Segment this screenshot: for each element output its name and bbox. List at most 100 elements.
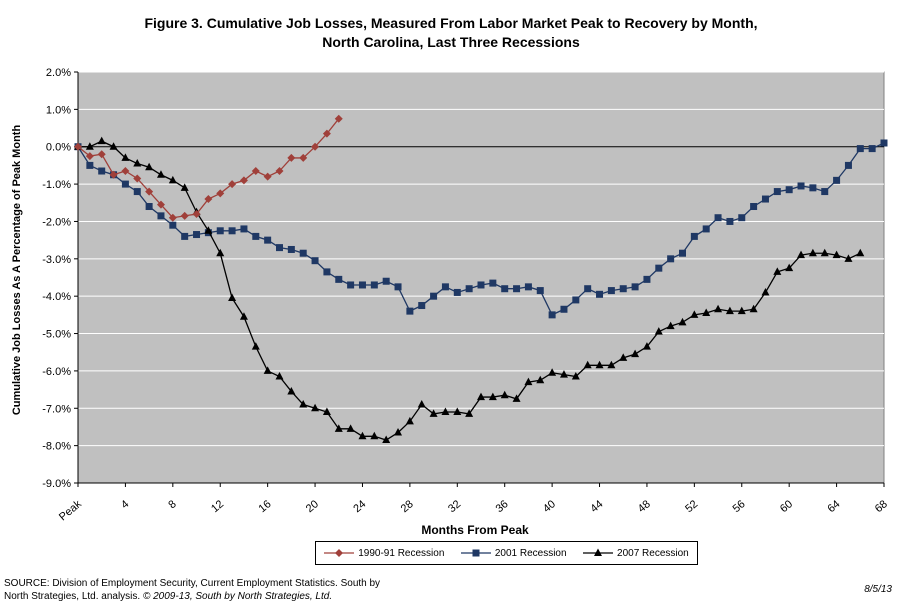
data-point [216, 227, 224, 235]
data-point [453, 407, 462, 416]
y-tick-label: -5.0% [42, 329, 71, 341]
y-tick-label: -1.0% [42, 179, 71, 191]
legend-item-2007: 2007 Recession [583, 547, 689, 559]
data-point [595, 360, 604, 369]
data-point [347, 281, 355, 289]
data-point [584, 285, 592, 293]
data-point [358, 431, 367, 440]
data-point [228, 180, 237, 189]
x-tick-label: 16 [256, 498, 273, 515]
data-point [642, 342, 651, 350]
data-point [156, 200, 165, 209]
data-point [761, 287, 770, 296]
data-point [169, 221, 177, 229]
legend-swatch-marker [472, 549, 480, 557]
copyright-note: © 2009-13, South by North Strategies, Lt… [142, 591, 333, 602]
data-point [263, 172, 272, 181]
data-point [287, 386, 296, 395]
data-point [239, 176, 248, 185]
data-point [168, 213, 177, 222]
series-1990-91-recession [74, 114, 343, 222]
data-point [489, 279, 497, 287]
y-tick-label: -2.0% [42, 216, 71, 228]
data-point [797, 250, 806, 259]
chart-title: Figure 3. Cumulative Job Losses, Measure… [0, 14, 902, 52]
x-tick-label: 48 [636, 498, 653, 515]
data-point [631, 283, 639, 291]
data-point [216, 189, 225, 198]
data-point [370, 281, 378, 289]
y-tick-label: 2.0% [46, 67, 71, 79]
data-point [406, 307, 414, 315]
data-point [725, 306, 734, 315]
data-point [808, 248, 817, 257]
data-point [287, 153, 296, 162]
data-point [239, 312, 248, 320]
data-point [714, 214, 722, 222]
data-point [655, 264, 663, 272]
data-point [417, 400, 426, 408]
x-tick-label: 4 [119, 498, 131, 511]
data-point [311, 403, 320, 412]
data-point [322, 129, 331, 138]
data-point [785, 263, 794, 272]
data-point [714, 304, 723, 313]
data-point [571, 372, 580, 380]
data-point [488, 392, 497, 401]
data-point [513, 285, 521, 293]
data-point [157, 212, 165, 220]
x-tick-label: 28 [399, 498, 416, 515]
x-axis-label: Months From Peak [421, 523, 529, 537]
data-point [382, 277, 390, 285]
data-point [299, 153, 308, 162]
data-point [477, 392, 485, 401]
data-point [583, 360, 592, 369]
x-tick-label: 56 [731, 498, 748, 515]
legend-label-2001: 2001 Recession [494, 547, 567, 559]
data-point [133, 174, 142, 183]
y-tick-label: -3.0% [42, 254, 71, 266]
legend-item-2001: 2001 Recession [460, 547, 567, 559]
legend-item-1990: 1990-91 Recession [324, 547, 444, 559]
data-point [418, 302, 426, 310]
data-point [216, 248, 225, 257]
data-point [868, 145, 876, 153]
data-point [394, 283, 402, 291]
legend-swatch-marker [594, 548, 603, 556]
data-point [548, 368, 557, 376]
data-point [228, 293, 237, 302]
data-point [501, 285, 509, 293]
y-tick-label: 1.0% [46, 104, 71, 116]
data-point [382, 435, 391, 444]
data-point [619, 353, 628, 361]
data-point [109, 142, 118, 150]
data-point [168, 175, 177, 184]
x-tick-label: 36 [494, 498, 511, 515]
legend-swatch-2001 [460, 549, 491, 557]
x-tick-label: 64 [825, 498, 842, 515]
data-point [145, 187, 154, 196]
x-tick-label: 40 [541, 498, 558, 515]
data-point [678, 317, 687, 326]
x-tick-label: 8 [166, 498, 178, 511]
data-point [832, 250, 841, 259]
data-point [702, 308, 711, 316]
data-point [311, 142, 320, 151]
y-tick-label: -7.0% [42, 403, 71, 415]
data-point [690, 310, 699, 318]
data-point [654, 327, 663, 335]
data-point [607, 287, 615, 295]
data-point [276, 244, 283, 252]
data-point [844, 254, 853, 262]
data-point [524, 283, 532, 291]
plot-area [77, 71, 885, 484]
data-point [666, 321, 675, 330]
data-point [465, 285, 473, 293]
y-tick-label: 0.0% [46, 142, 71, 154]
data-point [559, 370, 568, 378]
data-point [204, 195, 213, 204]
data-point [252, 232, 260, 240]
data-point [548, 311, 556, 319]
legend-label-2007: 2007 Recession [617, 547, 689, 559]
data-point [287, 245, 295, 253]
